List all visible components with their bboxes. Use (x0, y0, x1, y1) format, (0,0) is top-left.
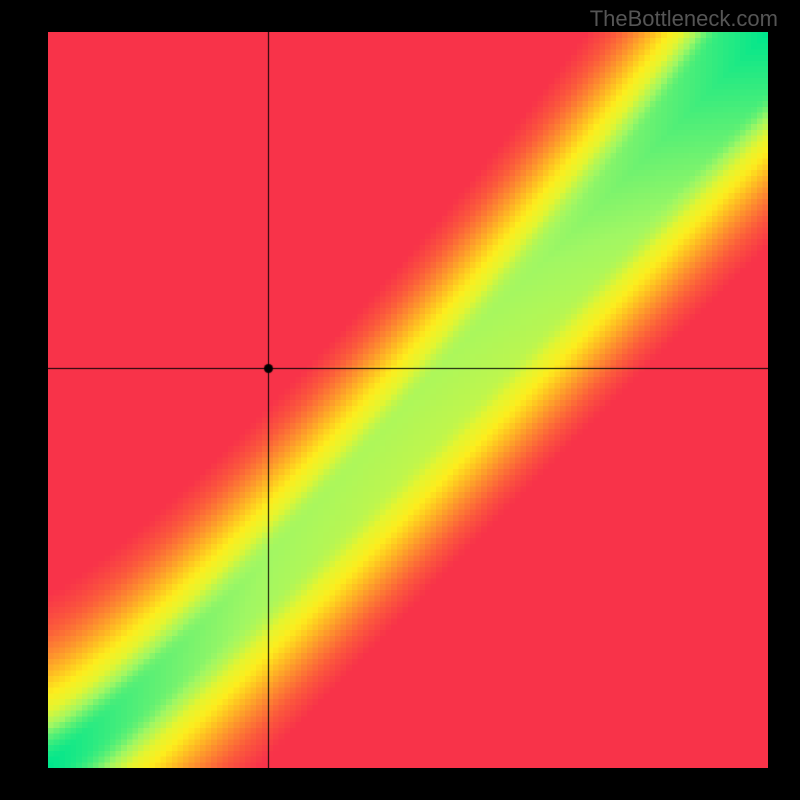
crosshair-overlay (48, 32, 768, 768)
chart-container: TheBottleneck.com (0, 0, 800, 800)
watermark-text: TheBottleneck.com (590, 6, 778, 32)
